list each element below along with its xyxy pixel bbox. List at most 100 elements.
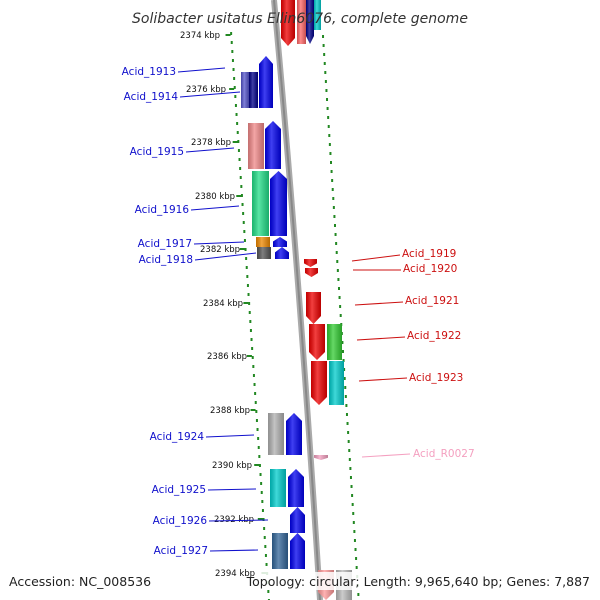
- gene-block[interactable]: [314, 0, 321, 30]
- ruler-dot: [336, 269, 339, 272]
- ruler-tick: [243, 302, 249, 304]
- ruler-dot: [263, 536, 266, 539]
- gene-label-acid-1916[interactable]: Acid_1916: [135, 204, 190, 216]
- ruler-dot: [338, 296, 341, 299]
- tick-label: 2378 kbp: [191, 138, 231, 148]
- gene-block[interactable]: [314, 455, 328, 460]
- gene-block[interactable]: [309, 324, 325, 360]
- gene-block[interactable]: [290, 507, 305, 533]
- gene-label-acid-1927[interactable]: Acid_1927: [154, 545, 208, 557]
- ruler-dot: [337, 278, 340, 281]
- gene-block[interactable]: [306, 292, 321, 324]
- tick-label: 2390 kbp: [212, 461, 252, 471]
- gene-block[interactable]: [241, 72, 249, 108]
- gene-block[interactable]: [327, 324, 342, 360]
- gene-block[interactable]: [286, 413, 302, 455]
- gene-block[interactable]: [275, 247, 289, 259]
- ruler-dot: [254, 401, 257, 404]
- ruler-dot: [247, 293, 250, 296]
- ruler-dot: [349, 467, 352, 470]
- ruler-dot: [246, 284, 249, 287]
- ruler-dot: [351, 503, 354, 506]
- ruler-dot: [243, 230, 246, 233]
- ruler-dot: [265, 563, 268, 566]
- ruler-dot: [336, 260, 339, 263]
- gene-block[interactable]: [297, 0, 306, 44]
- gene-block[interactable]: [329, 361, 344, 405]
- ruler-dot: [344, 395, 347, 398]
- ruler-tick: [257, 518, 263, 520]
- ruler-dot: [230, 32, 233, 35]
- gene-block[interactable]: [288, 469, 304, 507]
- ruler-dot: [237, 149, 240, 152]
- ruler-dot: [324, 80, 327, 83]
- gene-label-acid-1926[interactable]: Acid_1926: [153, 515, 208, 527]
- gene-block[interactable]: [252, 171, 269, 236]
- gene-block[interactable]: [248, 123, 264, 169]
- ruler-dot: [337, 287, 340, 290]
- ruler-dot: [324, 71, 327, 74]
- ruler-dot: [331, 179, 334, 182]
- ruler-dot: [230, 41, 233, 44]
- gene-block[interactable]: [249, 72, 258, 108]
- ruler-dot: [244, 248, 247, 251]
- gene-label-acid-r0027[interactable]: Acid_R0027: [413, 448, 475, 460]
- ruler-dot: [335, 242, 338, 245]
- gene-label-acid-1919[interactable]: Acid_1919: [402, 248, 456, 260]
- gene-block[interactable]: [281, 0, 295, 46]
- gene-block[interactable]: [273, 237, 287, 247]
- ruler-dot: [323, 53, 326, 56]
- ruler-tick: [236, 195, 242, 197]
- gene-block[interactable]: [306, 0, 314, 44]
- ruler-dot: [238, 158, 241, 161]
- ruler-dot: [240, 194, 243, 197]
- ruler-dot: [248, 311, 251, 314]
- ruler-dot: [242, 212, 245, 215]
- gene-label-acid-1921[interactable]: Acid_1921: [405, 295, 459, 307]
- gene-block[interactable]: [304, 259, 317, 267]
- ruler-dot: [322, 35, 325, 38]
- ruler-dot: [257, 437, 260, 440]
- gene-block[interactable]: [290, 533, 305, 569]
- gene-block[interactable]: [265, 121, 281, 169]
- gene-label-acid-1923[interactable]: Acid_1923: [409, 372, 463, 384]
- ruler-dot: [347, 431, 350, 434]
- ruler-dot: [330, 161, 333, 164]
- ruler-dot: [327, 125, 330, 128]
- gene-label-acid-1924[interactable]: Acid_1924: [150, 431, 205, 443]
- gene-label-acid-1918[interactable]: Acid_1918: [139, 254, 193, 266]
- gene-block[interactable]: [272, 533, 288, 569]
- gene-block[interactable]: [270, 469, 286, 507]
- gene-label-acid-1920[interactable]: Acid_1920: [403, 263, 457, 275]
- gene-label-acid-1914[interactable]: Acid_1914: [124, 91, 179, 103]
- backbone: [271, 0, 323, 600]
- gene-block[interactable]: [268, 413, 284, 455]
- gene-label-acid-1922[interactable]: Acid_1922: [407, 330, 461, 342]
- gene-block[interactable]: [270, 171, 287, 236]
- ruler-dot: [242, 221, 245, 224]
- gene-label-acid-1915[interactable]: Acid_1915: [130, 146, 184, 158]
- ruler-dot: [258, 464, 261, 467]
- ruler-dot: [250, 338, 253, 341]
- gene-block[interactable]: [256, 237, 270, 247]
- gene-label-acid-1913[interactable]: Acid_1913: [122, 66, 176, 78]
- gene-label-acid-1925[interactable]: Acid_1925: [152, 484, 206, 496]
- ruler-dot: [344, 386, 347, 389]
- ruler-dot: [251, 356, 254, 359]
- ruler-dot: [260, 491, 263, 494]
- ruler-dot: [249, 320, 252, 323]
- gene-block[interactable]: [311, 361, 327, 405]
- genome-summary-text: Topology: circular; Length: 9,965,640 bp…: [246, 574, 590, 589]
- gene-block[interactable]: [257, 247, 271, 259]
- ruler-dot: [329, 152, 332, 155]
- gene-block[interactable]: [259, 56, 273, 108]
- ruler-dot: [346, 422, 349, 425]
- ruler-dot: [249, 329, 252, 332]
- gene-block[interactable]: [305, 268, 318, 277]
- ruler-dot: [236, 131, 239, 134]
- left-gene-labels: Acid_1913 Acid_1914 Acid_1915 Acid_1916 …: [122, 66, 269, 557]
- gene-label-acid-1917[interactable]: Acid_1917: [138, 238, 192, 250]
- ruler-dot: [260, 482, 263, 485]
- tick-label: 2376 kbp: [186, 85, 226, 95]
- ruler-dot: [240, 185, 243, 188]
